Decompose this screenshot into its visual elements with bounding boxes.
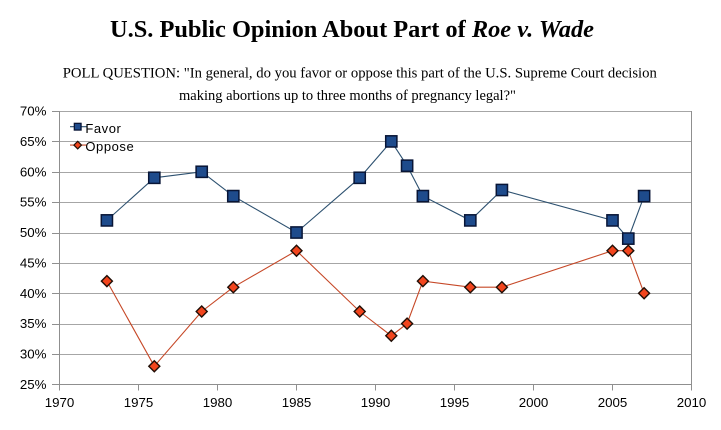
svg-text:1975: 1975 bbox=[124, 395, 154, 410]
svg-text:Favor: Favor bbox=[85, 121, 121, 136]
svg-text:making abortions up to three m: making abortions up to three months of p… bbox=[179, 88, 516, 104]
svg-text:40%: 40% bbox=[20, 286, 47, 301]
svg-text:55%: 55% bbox=[20, 195, 47, 210]
svg-text:Oppose: Oppose bbox=[85, 139, 134, 154]
svg-text:2005: 2005 bbox=[598, 395, 628, 410]
svg-text:U.S. Public Opinion About Part: U.S. Public Opinion About Part of Roe v.… bbox=[110, 16, 594, 43]
svg-text:1985: 1985 bbox=[282, 395, 312, 410]
svg-text:1995: 1995 bbox=[440, 395, 470, 410]
svg-text:1980: 1980 bbox=[203, 395, 233, 410]
svg-text:POLL QUESTION: "In general, do: POLL QUESTION: "In general, do you favor… bbox=[63, 66, 658, 82]
svg-text:2000: 2000 bbox=[519, 395, 549, 410]
svg-text:65%: 65% bbox=[20, 134, 47, 149]
svg-text:25%: 25% bbox=[20, 377, 47, 392]
svg-text:1990: 1990 bbox=[361, 395, 391, 410]
svg-text:60%: 60% bbox=[20, 164, 47, 179]
svg-text:30%: 30% bbox=[20, 347, 47, 362]
svg-text:2010: 2010 bbox=[677, 395, 707, 410]
svg-text:50%: 50% bbox=[20, 225, 47, 240]
svg-text:35%: 35% bbox=[20, 316, 47, 331]
svg-text:1970: 1970 bbox=[45, 395, 75, 410]
svg-text:70%: 70% bbox=[20, 104, 47, 119]
svg-text:45%: 45% bbox=[20, 256, 47, 271]
